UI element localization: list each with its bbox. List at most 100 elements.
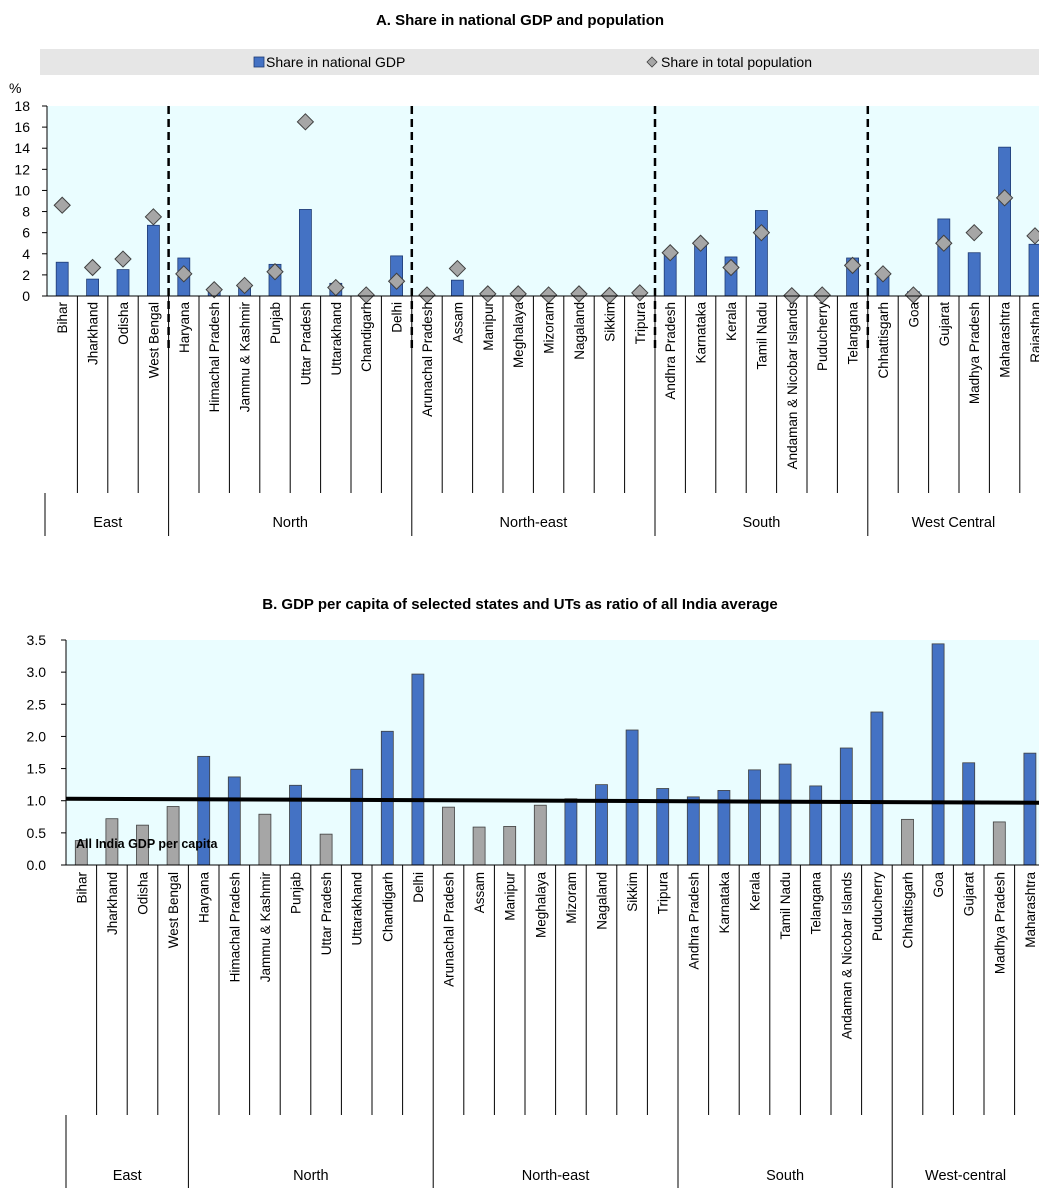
panel-a-group-label-north: North — [272, 515, 307, 531]
panel-b-y-tick-label: 1.0 — [27, 793, 47, 809]
panel-a-category-label: Haryana — [177, 302, 192, 354]
panel-a-category-label: Gujarat — [937, 302, 952, 347]
panel-a-y-tick-label: 6 — [22, 225, 30, 241]
panel-a-category-label: Karnataka — [694, 302, 709, 364]
panel-a-category-label: Puducherry — [815, 302, 830, 371]
panel-a-category-label: Manipur — [481, 302, 496, 351]
panel-a-category-label: Uttar Pradesh — [298, 302, 313, 385]
panel-a-category-label: Maharashtra — [998, 302, 1013, 378]
gdp-per-capita-bar-chhattisgarh — [901, 818, 914, 866]
panel-a-category-label: Jharkhand — [86, 302, 101, 365]
population-marker-madhya-pradesh — [965, 223, 983, 242]
population-marker-assam — [448, 259, 467, 278]
panel-a-category-label: Andaman & Nicobar Islands — [785, 302, 800, 470]
panel-b-category-label: Jharkhand — [105, 872, 120, 935]
gdp-per-capita-bar-goa — [931, 643, 945, 866]
gdp-per-capita-bar-maharashtra — [1023, 752, 1037, 866]
gdp-per-capita-bar-assam — [472, 826, 486, 866]
panel-b-y-tick-label: 0.5 — [27, 825, 47, 841]
gdp-per-capita-bar-tamil-nadu — [778, 763, 792, 866]
panel-a-category-label: Chandigarh — [359, 302, 374, 372]
population-marker-himachal-pradesh — [205, 280, 223, 299]
panel-b-category-label: Goa — [931, 872, 946, 898]
gdp-per-capita-bar-jammu-kashmir — [258, 813, 272, 866]
population-marker-tripura — [631, 284, 649, 302]
population-marker-west-bengal — [144, 208, 163, 226]
panel-a-category-label: Mizoram — [542, 302, 557, 354]
population-marker-arunachal-pradesh — [418, 286, 436, 304]
panel-b-group-label-west-central: West-central — [925, 1168, 1006, 1184]
population-marker-maharashtra — [995, 189, 1014, 207]
gdp-per-capita-bar-punjab — [289, 784, 302, 866]
population-marker-sikkim — [600, 286, 619, 305]
panel-a-y-tick-label: 12 — [14, 161, 30, 177]
panel-a-category-label: Tamil Nadu — [754, 302, 769, 370]
panel-a-title: A. Share in national GDP and population — [376, 12, 664, 29]
gdp-per-capita-bar-himachal-pradesh — [227, 776, 241, 866]
population-marker-odisha — [114, 250, 132, 268]
panel-b-category-label: Andhra Pradesh — [686, 872, 701, 970]
panel-a-y-tick-label: 4 — [22, 246, 30, 262]
panel-b-category-label: Odisha — [136, 872, 151, 915]
panel-b-category-label: Uttarakhand — [350, 872, 365, 946]
panel-b-category-label: Chhattisgarh — [901, 872, 916, 949]
panel-a-category-label: Arunachal Pradesh — [420, 302, 435, 417]
panel-a-category-label: Uttarakhand — [329, 302, 344, 376]
panel-b-category-label: Himachal Pradesh — [227, 872, 242, 982]
panel-b-category-label: Kerala — [748, 872, 763, 912]
panel-b-category-label: Meghalaya — [533, 872, 548, 939]
panel-a-legend-band — [40, 49, 1039, 75]
gdp-per-capita-bar-puducherry — [870, 711, 884, 866]
panel-b-title: B. GDP per capita of selected states and… — [262, 596, 777, 613]
panel-a-category-label: Punjab — [268, 302, 283, 344]
panel-b-category-label: Puducherry — [870, 872, 885, 941]
panel-a-y-tick-label: 2 — [22, 267, 30, 283]
gdp-per-capita-bar-mizoram — [564, 798, 578, 866]
panel-b-category-label: Tripura — [656, 872, 671, 915]
gdp-per-capita-bar-west-bengal — [166, 806, 180, 866]
panel-b-category-label: Arunachal Pradesh — [442, 872, 457, 987]
legend-population-label: Share in total population — [661, 54, 812, 70]
panel-a-category-label: Odisha — [116, 302, 131, 345]
population-marker-chandigarh — [357, 286, 375, 304]
population-marker-kerala — [722, 258, 740, 277]
panel-b-y-tick-label: 2.0 — [27, 728, 47, 744]
panel-b-category-label: West Bengal — [166, 872, 181, 948]
gdp-bar-jharkhand — [86, 278, 99, 297]
panel-b-y-tick-label: 2.5 — [27, 696, 47, 712]
gdp-per-capita-bar-andaman-nicobar-islands — [839, 747, 853, 866]
population-marker-karnataka — [691, 234, 710, 252]
panel-b-category-label: Delhi — [411, 872, 426, 903]
population-marker-uttar-pradesh — [296, 113, 315, 131]
population-marker-telangana — [843, 256, 862, 275]
panel-b-category-label: Haryana — [197, 872, 212, 924]
population-marker-punjab — [266, 263, 284, 281]
gdp-per-capita-bar-uttarakhand — [350, 768, 364, 866]
panel-b-category-label: Assam — [472, 872, 487, 913]
population-marker-rajasthan — [1026, 227, 1039, 245]
gdp-bar-uttar-pradesh — [298, 209, 312, 297]
panel-a-y-tick-label: 10 — [14, 182, 30, 198]
panel-b-category-label: Mizoram — [564, 872, 579, 924]
panel-b-category-label: Uttar Pradesh — [319, 872, 334, 955]
panel-a-group-label-east: East — [93, 515, 122, 531]
population-marker-meghalaya — [509, 285, 527, 303]
panel-b-y-tick-label: 0.0 — [27, 857, 47, 873]
panel-a-plot-area — [47, 106, 1039, 296]
gdp-per-capita-bar-telangana — [809, 785, 823, 866]
population-marker-jharkhand — [83, 258, 102, 277]
panel-a-group-label-north-east: North-east — [500, 515, 568, 531]
legend-gdp-label: Share in national GDP — [266, 54, 405, 70]
panel-a-category-label: Bihar — [55, 301, 70, 333]
panel-a-region-dividers — [167, 106, 870, 352]
population-marker-chhattisgarh — [874, 265, 892, 283]
population-marker-goa — [904, 286, 923, 304]
gdp-bar-odisha — [116, 269, 130, 297]
panel-a-category-label: West Bengal — [146, 302, 161, 378]
population-marker-tamil-nadu — [752, 223, 771, 242]
panel-a-category-label: Rajasthan — [1028, 302, 1039, 363]
gdp-bar-tamil-nadu — [755, 210, 768, 297]
panel-b-y-tick-label: 3.0 — [27, 664, 47, 680]
